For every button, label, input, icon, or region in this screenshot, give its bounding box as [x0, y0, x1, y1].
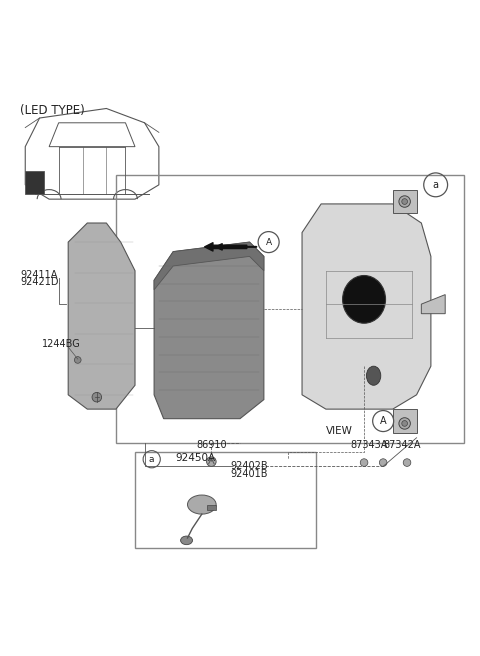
Text: 92421D: 92421D [21, 277, 59, 287]
Circle shape [360, 459, 368, 466]
Text: a: a [149, 455, 155, 464]
Text: 92450A: 92450A [176, 453, 216, 462]
Circle shape [402, 199, 408, 205]
Text: (LED TYPE): (LED TYPE) [21, 104, 85, 117]
Text: 1244BG: 1244BG [42, 339, 81, 350]
Text: 92411A: 92411A [21, 270, 58, 280]
Polygon shape [393, 190, 417, 213]
Polygon shape [393, 409, 417, 433]
Polygon shape [154, 242, 264, 290]
Text: 86910: 86910 [196, 440, 227, 450]
Bar [135, 452, 316, 548]
Text: 87343A: 87343A [350, 440, 387, 450]
Circle shape [92, 392, 102, 402]
Circle shape [399, 418, 410, 429]
Circle shape [402, 420, 408, 426]
Text: 87342A: 87342A [384, 440, 421, 450]
Circle shape [74, 357, 81, 363]
Text: 92402B: 92402B [230, 461, 268, 470]
Polygon shape [154, 242, 264, 419]
Text: 92401B: 92401B [230, 469, 268, 479]
Ellipse shape [188, 495, 216, 514]
Circle shape [403, 459, 411, 466]
Text: VIEW: VIEW [326, 426, 353, 436]
Text: A: A [380, 416, 386, 426]
Polygon shape [421, 295, 445, 314]
Ellipse shape [180, 536, 192, 544]
Text: A: A [265, 237, 272, 247]
Polygon shape [302, 204, 431, 409]
Polygon shape [68, 223, 135, 409]
Circle shape [399, 195, 410, 207]
Ellipse shape [366, 366, 381, 385]
Circle shape [379, 459, 387, 466]
Text: a: a [432, 180, 439, 190]
Bar [206, 504, 216, 510]
Bar [116, 175, 464, 443]
Circle shape [206, 457, 216, 466]
Ellipse shape [343, 276, 385, 323]
Bar [25, 171, 44, 194]
